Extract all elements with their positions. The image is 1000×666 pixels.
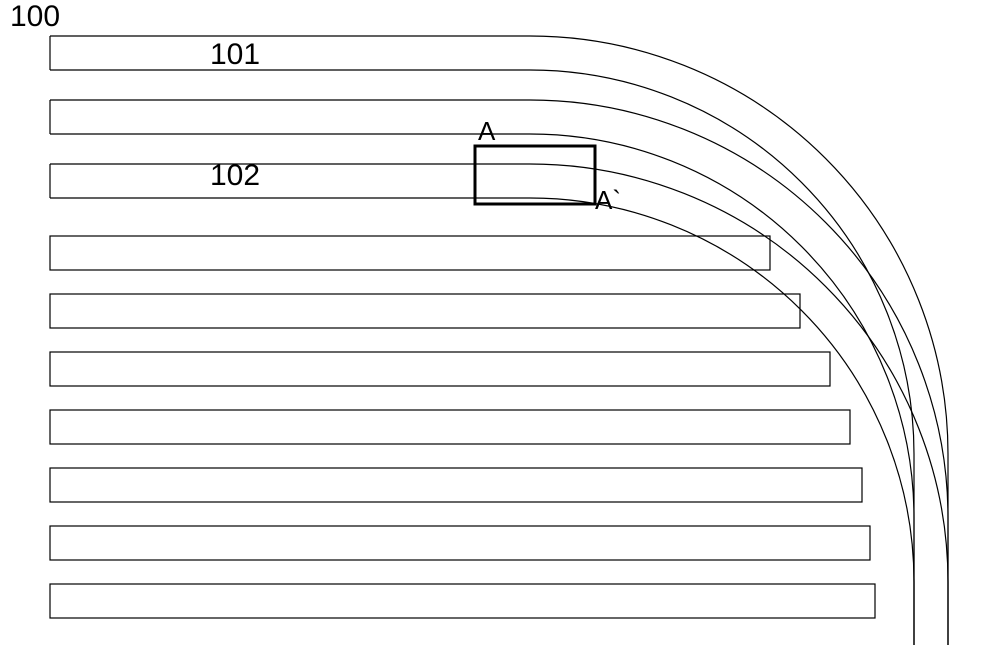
- figure-canvas: 100 101 102 A A`: [0, 0, 1000, 666]
- diagram-svg: [0, 0, 1000, 666]
- label-assembly: 100: [10, 0, 60, 34]
- label-callout-a: A: [478, 116, 495, 147]
- label-callout-aprime: A`: [595, 185, 621, 216]
- label-trace-102: 102: [210, 159, 260, 193]
- label-trace-101: 101: [210, 38, 260, 72]
